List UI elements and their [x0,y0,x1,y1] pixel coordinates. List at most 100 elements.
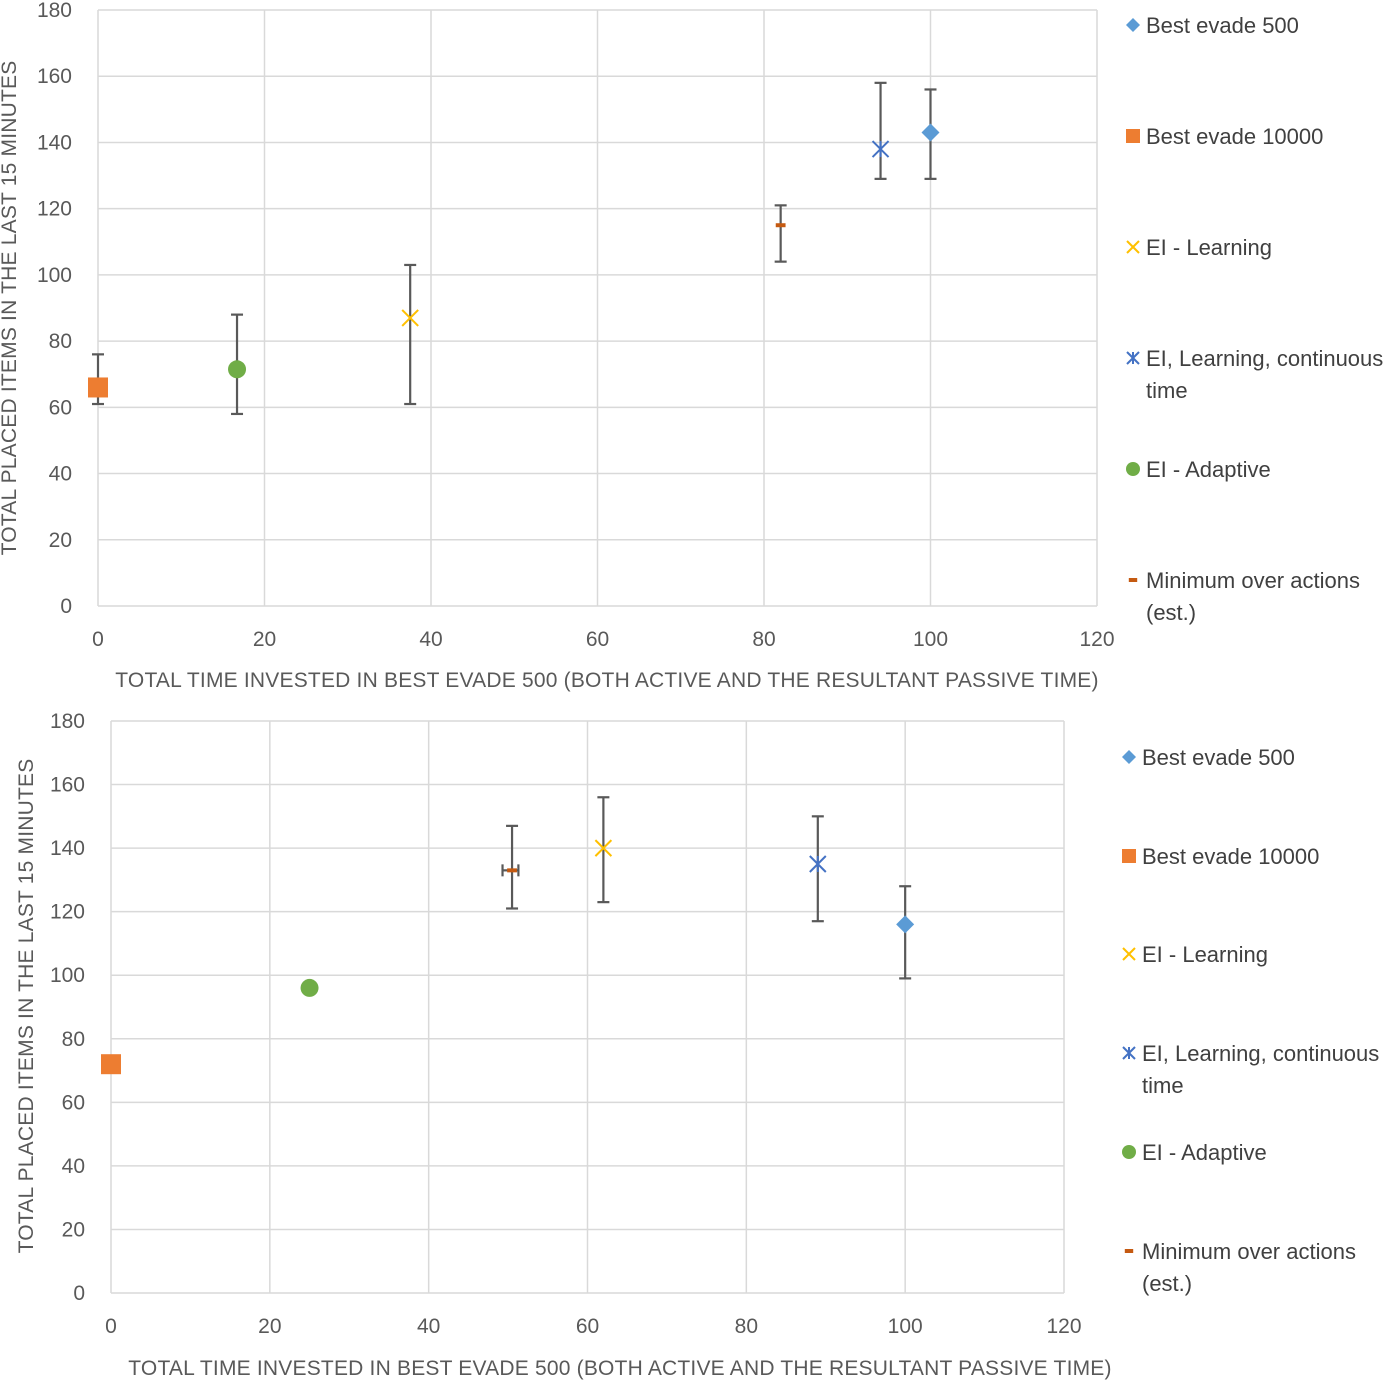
legend-marker-minimum-over-actions-est [1124,1249,1134,1253]
marker-ei-learning-continuous-time [871,140,890,158]
legend-item-best-evade-10000: Best evade 10000 [1126,124,1323,149]
marker-ei-adaptive [228,360,247,379]
y-tick-label-40: 40 [49,463,72,486]
x-tick-label-0: 0 [105,1315,117,1338]
legend-item-best-evade-10000: Best evade 10000 [1122,844,1319,869]
point-ei-learning-continuous-time [871,81,890,180]
marker-ei-learning [401,309,419,327]
legend-label-best-evade-500: Best evade 500 [1146,13,1299,38]
chart-top-tick-labels: 0 20 40 60 80 100 120 140 160 180 0 20 40 60 80 100 120 [37,0,1115,651]
legend-item-minimum-over-actions-est: Minimum over actions (est.) [1124,1239,1356,1296]
y-tick-label-120: 120 [37,198,72,221]
chart-top-y-axis-label: TOTAL PLACED ITEMS IN THE LAST 15 MINUTE… [0,61,21,556]
legend-label-ei-learning: EI - Learning [1142,942,1268,967]
legend-marker-best-evade-500 [1126,18,1140,32]
x-tick-label-60: 60 [576,1315,599,1338]
chart-bottom-legend: Best evade 500 Best evade 10000 EI - Learn… [1122,745,1379,1296]
y-tick-label-160: 160 [37,65,72,88]
legend-marker-minimum-over-actions-est [1128,578,1138,582]
point-minimum-over-actions-est [501,824,520,910]
legend-label-ei-learning-continuous-time: EI, Learning, continuous time [1146,346,1383,403]
marker-ei-learning-continuous-time [809,855,827,873]
y-tick-label-120: 120 [50,901,85,924]
legend-marker-ei-adaptive [1126,462,1140,476]
legend-item-ei-learning: EI - Learning [1126,235,1272,260]
x-tick-label-80: 80 [735,1315,758,1338]
legend-item-minimum-over-actions-est: Minimum over actions (est.) [1128,568,1360,625]
legend-label-best-evade-500: Best evade 500 [1142,745,1295,770]
x-tick-label-40: 40 [419,628,442,651]
chart-bottom-tick-labels: 0 20 40 60 80 100 120 140 160 180 0 20 40 60 80 100 120 [50,710,1082,1338]
y-tick-label-60: 60 [62,1091,85,1114]
x-tick-label-0: 0 [92,628,104,651]
legend-item-ei-adaptive: EI - Adaptive [1126,457,1271,482]
x-tick-label-60: 60 [586,628,609,651]
point-ei-learning-continuous-time [809,815,827,923]
x-tick-label-100: 100 [888,1315,923,1338]
marker-best-evade-500 [921,123,940,142]
legend-item-ei-adaptive: EI - Adaptive [1122,1140,1267,1165]
legend-marker-ei-learning [1122,947,1136,961]
legend-label-ei-adaptive: EI - Adaptive [1146,457,1271,482]
legend-marker-best-evade-10000 [1122,849,1136,863]
legend-label-ei-learning: EI - Learning [1146,235,1272,260]
legend-item-best-evade-500: Best evade 500 [1122,745,1295,770]
point-ei-learning [594,796,613,904]
legend-label-minimum-over-actions-est: Minimum over actions (est.) [1142,1239,1356,1296]
chart-bottom-x-axis-label: TOTAL TIME INVESTED IN BEST EVADE 500 (B… [128,1357,1111,1380]
x-tick-label-20: 20 [258,1315,281,1338]
marker-ei-learning [594,839,613,857]
point-ei-adaptive [300,978,319,997]
point-best-evade-500 [921,88,940,180]
x-tick-label-120: 120 [1046,1315,1081,1338]
y-tick-label-80: 80 [62,1028,85,1051]
legend-item-ei-learning: EI - Learning [1122,942,1268,967]
x-tick-label-40: 40 [417,1315,440,1338]
y-tick-label-20: 20 [62,1218,85,1241]
marker-minimum-over-actions-est [507,868,517,873]
y-tick-label-140: 140 [37,131,72,154]
chart-top-gridlines [97,9,1098,607]
legend-marker-best-evade-10000 [1126,129,1140,143]
y-tick-label-180: 180 [50,710,85,733]
point-minimum-over-actions-est [774,204,787,263]
x-tick-label-80: 80 [752,628,775,651]
chart-top-x-axis-label: TOTAL TIME INVESTED IN BEST EVADE 500 (B… [115,669,1098,692]
chart-top-points [88,81,940,416]
legend-label-best-evade-10000: Best evade 10000 [1142,844,1319,869]
legend-label-minimum-over-actions-est: Minimum over actions (est.) [1146,568,1360,625]
y-tick-label-100: 100 [37,264,72,287]
legend-item-ei-learning-continuous-time: EI, Learning, continuous time [1122,1041,1379,1098]
point-best-evade-10000 [88,353,108,406]
y-tick-label-20: 20 [49,529,72,552]
y-tick-label-140: 140 [50,837,85,860]
marker-best-evade-500 [896,915,915,934]
x-tick-label-20: 20 [253,628,276,651]
point-ei-adaptive [228,313,247,416]
marker-best-evade-10000 [101,1054,121,1075]
y-tick-label-40: 40 [62,1155,85,1178]
legend-item-ei-learning-continuous-time: EI, Learning, continuous time [1126,346,1383,403]
legend-marker-ei-adaptive [1122,1145,1136,1159]
legend-marker-best-evade-500 [1122,750,1136,764]
x-tick-label-120: 120 [1079,628,1114,651]
y-tick-label-0: 0 [60,595,72,618]
legend-label-best-evade-10000: Best evade 10000 [1146,124,1323,149]
chart-bottom-points [101,796,915,1075]
point-best-evade-500 [896,885,915,980]
legend-label-ei-learning-continuous-time: EI, Learning, continuous time [1142,1041,1379,1098]
y-tick-label-100: 100 [50,964,85,987]
y-tick-label-60: 60 [49,396,72,419]
marker-ei-adaptive [300,978,319,997]
x-tick-label-100: 100 [913,628,948,651]
y-tick-label-160: 160 [50,774,85,797]
legend-marker-ei-learning-continuous-time [1122,1046,1136,1060]
legend-marker-ei-learning-continuous-time [1126,351,1140,365]
marker-minimum-over-actions-est [775,223,786,228]
y-tick-label-80: 80 [49,330,72,353]
point-ei-learning [401,263,419,406]
legend-item-best-evade-500: Best evade 500 [1126,13,1299,38]
